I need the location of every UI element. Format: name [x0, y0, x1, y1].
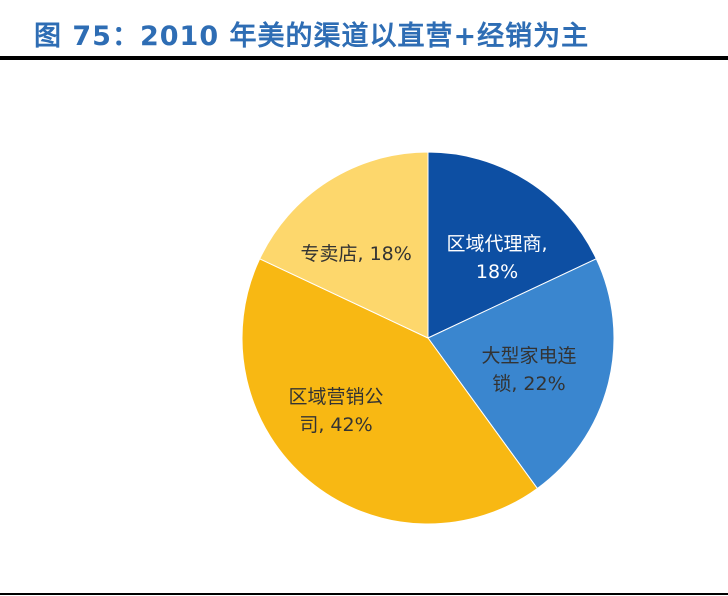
pie-slice [259, 151, 429, 339]
slice-label: 专卖店, 18% [300, 243, 412, 265]
bottom-divider [0, 593, 728, 595]
slice-label: 区域代理商, 18% [446, 233, 548, 283]
figure-title: 图 75：2010 年美的渠道以直营+经销为主 [34, 21, 590, 52]
pie-slice [427, 258, 615, 490]
pie-slice [241, 258, 539, 525]
title-divider [0, 56, 728, 60]
slice-label: 区域营销公 司, 42% [288, 386, 384, 436]
slice-label: 大型家电连 锁, 22% [481, 345, 577, 395]
pie-slice [427, 151, 597, 339]
